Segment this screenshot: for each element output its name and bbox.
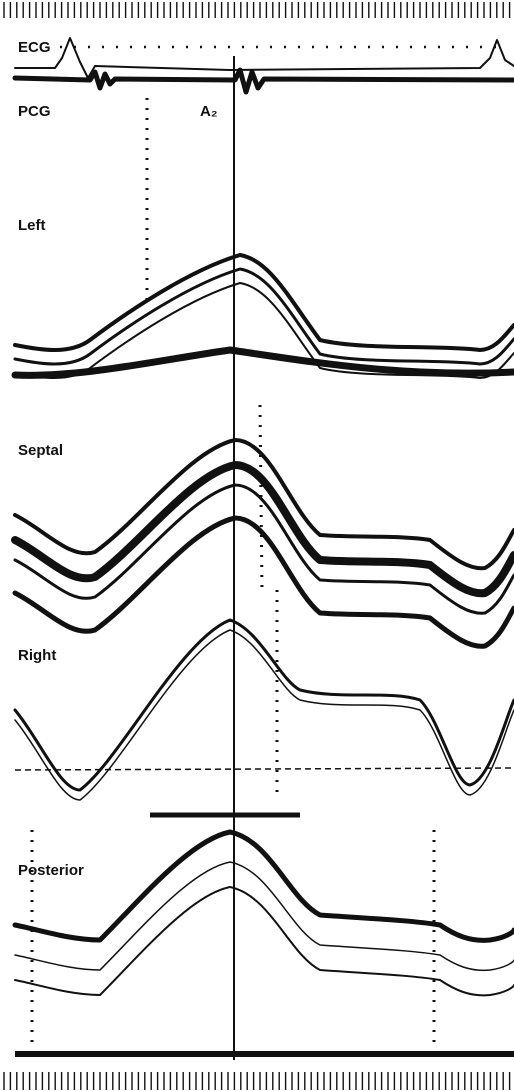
- echocardiogram: ECG PCG A₂ Left Septal Right Posterior: [0, 0, 514, 1091]
- septal-panel: Septal: [15, 440, 514, 646]
- posterior-panel: Posterior: [15, 832, 514, 995]
- pcg-label: PCG: [18, 103, 51, 120]
- a2-label: A₂: [200, 103, 218, 120]
- time-ruler: [4, 2, 510, 1090]
- page: {"labels": {"ecg": "ECG", "pcg": "PCG", …: [0, 0, 514, 1091]
- right-panel: Right: [15, 620, 514, 815]
- left-label: Left: [18, 217, 46, 234]
- posterior-label: Posterior: [18, 862, 84, 879]
- left-panel: Left: [15, 217, 514, 378]
- septal-label: Septal: [18, 442, 63, 459]
- ecg-trace: [15, 38, 514, 78]
- ecg-label: ECG: [18, 39, 51, 56]
- right-label: Right: [18, 647, 56, 664]
